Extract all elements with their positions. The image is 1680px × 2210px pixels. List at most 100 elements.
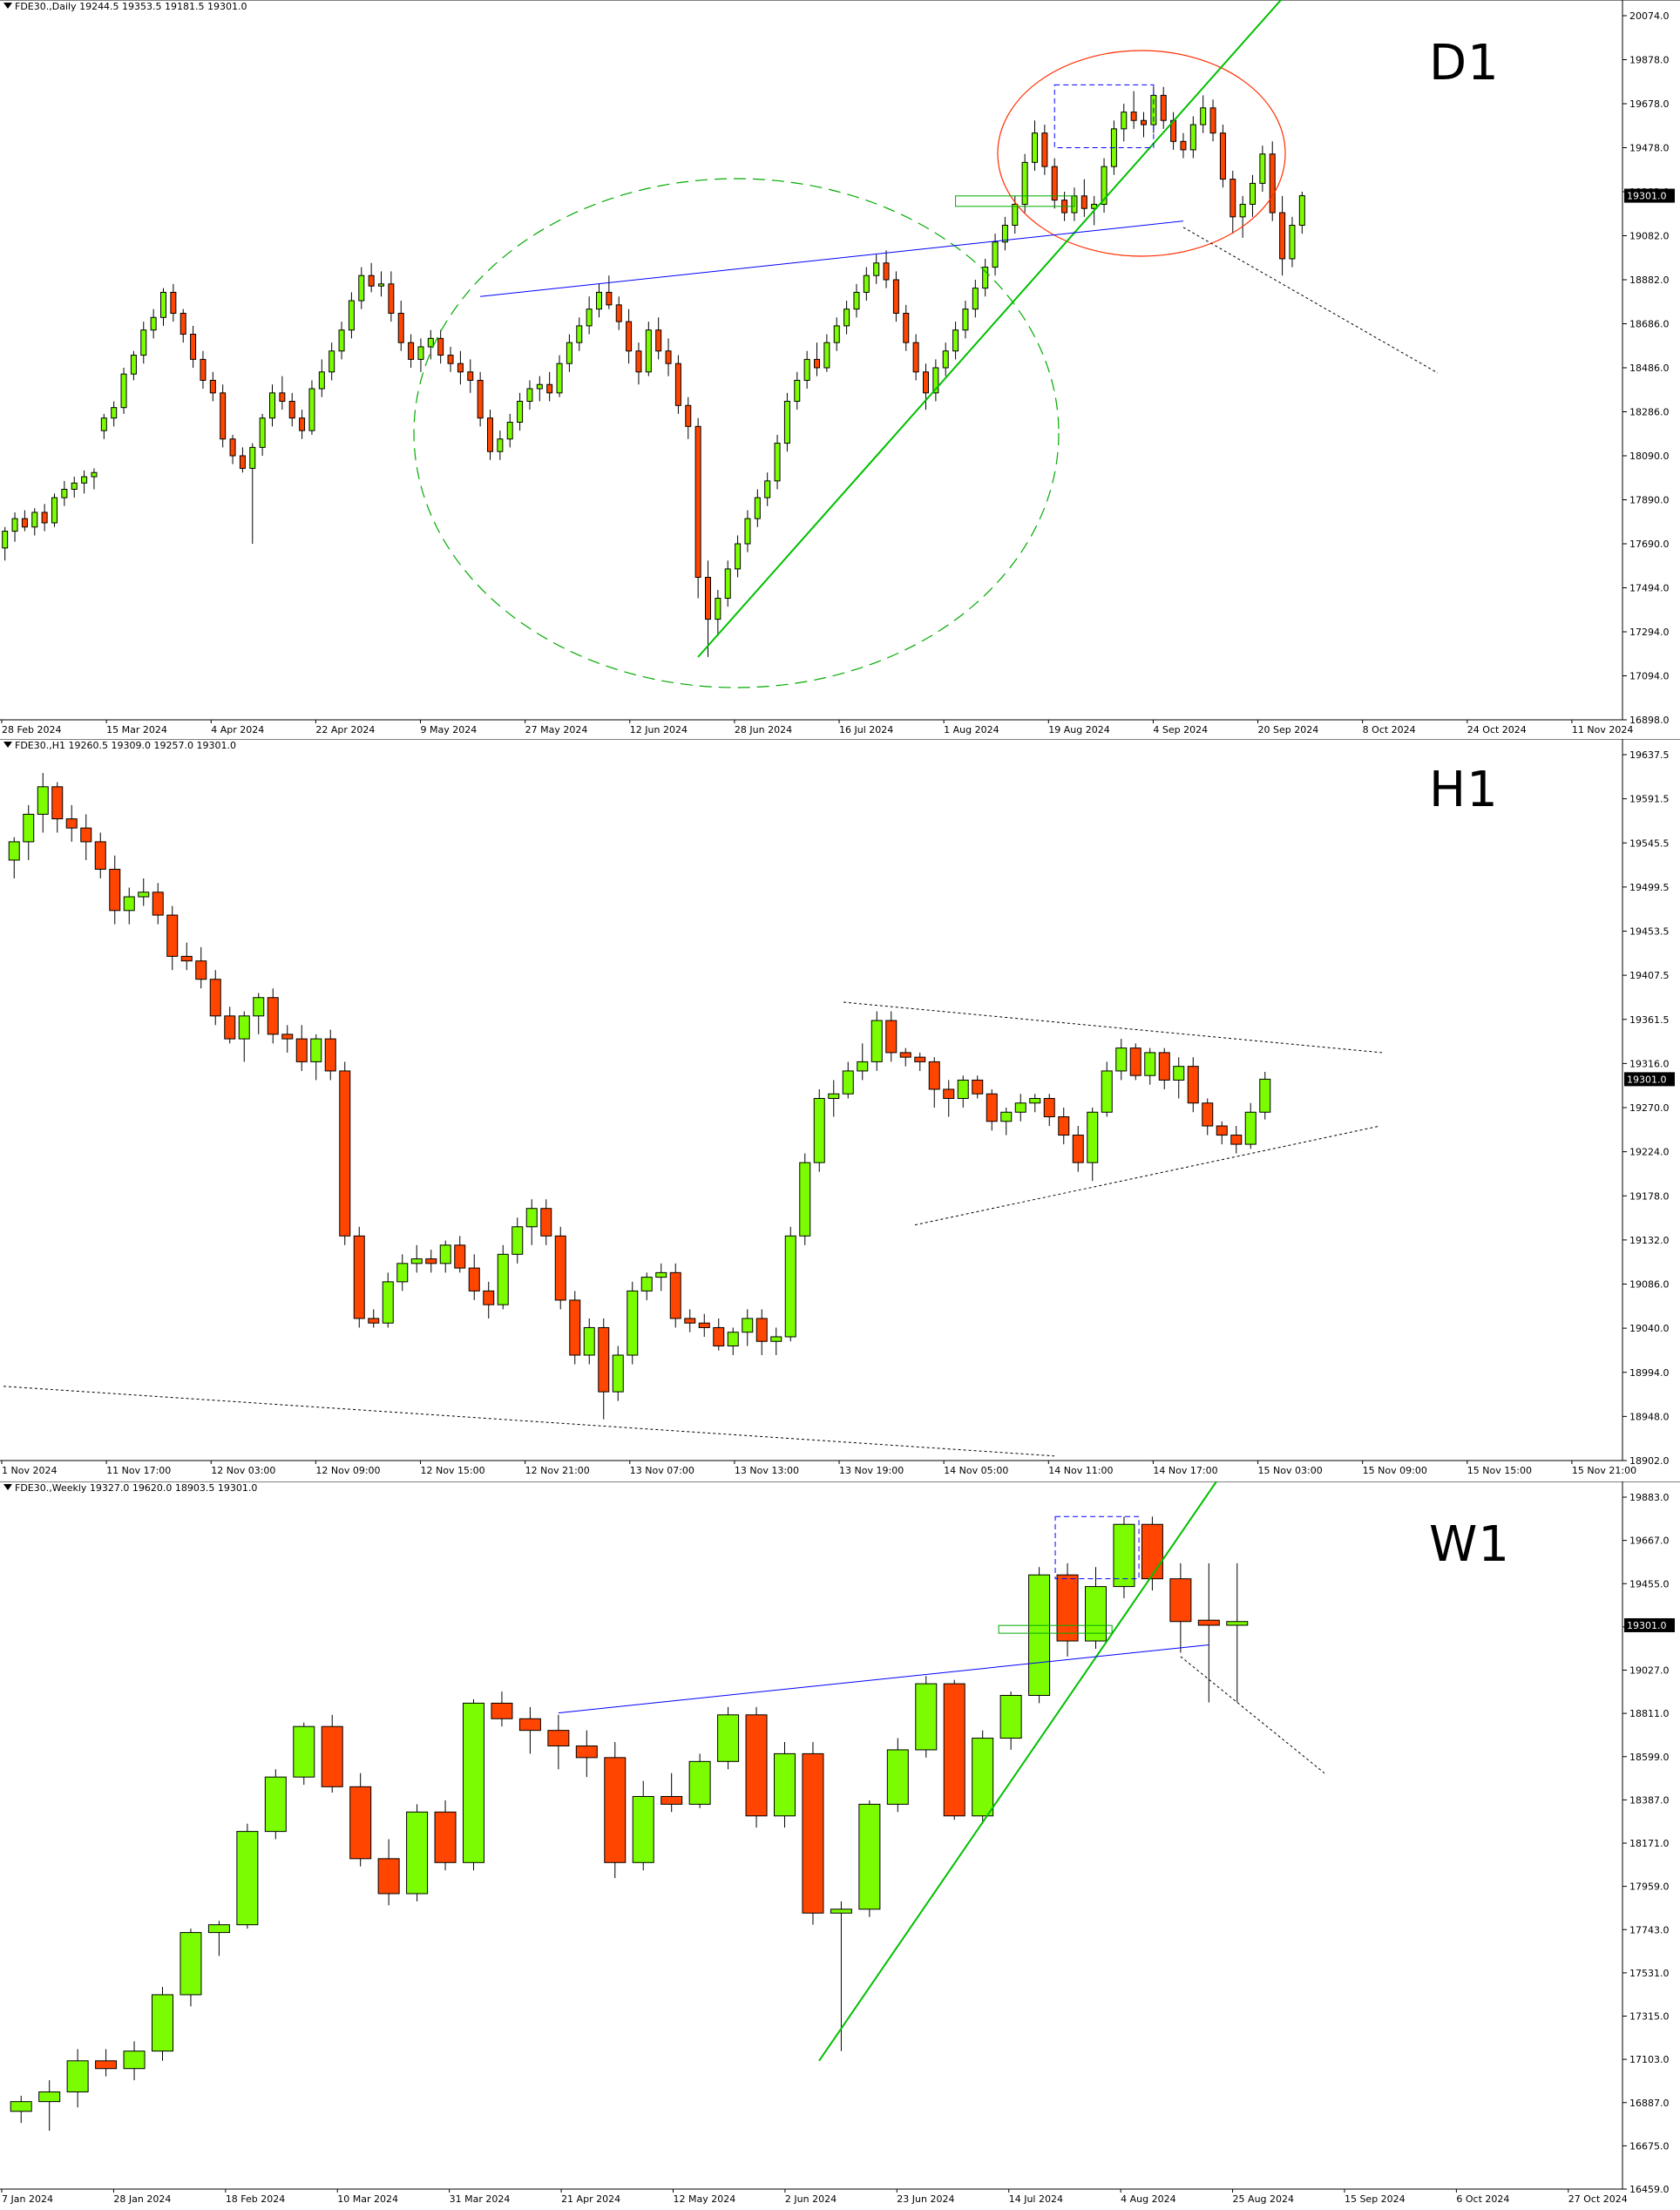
bull-candle [130,355,137,375]
x-tick-label: 7 Jan 2024 [2,2193,53,2205]
bull-candle [655,1271,667,1278]
x-tick-label: 15 Nov 21:00 [1572,1465,1636,1476]
x-tick-label: 11 Nov 17:00 [106,1465,171,1476]
y-tick-label: 19027.0 [1629,1665,1670,1677]
y-tick-label: 17690.0 [1629,539,1670,550]
bull-candle [310,1038,322,1062]
bull-candle [1259,1078,1271,1113]
daily-chart-svg[interactable]: 20074.019878.019678.019478.019282.019082… [0,0,1680,739]
bull-candle [627,1290,639,1356]
y-tick-label: 16887.0 [1629,2098,1670,2109]
bull-candle [525,1208,538,1228]
bull-candle [962,308,969,331]
y-tick-label: 17315.0 [1629,2011,1670,2023]
bear-candle [220,392,227,440]
y-tick-label: 18994.0 [1629,1367,1670,1379]
hourly-chart-svg[interactable]: 19637.5 19591.5 19545.5 19499.5 19453.5 19407… [0,739,1680,1481]
bull-candle [724,568,731,600]
bear-candle [814,358,820,369]
bear-candle [447,355,454,364]
bear-candle [229,438,236,457]
x-tick-label: 14 Nov 17:00 [1153,1465,1217,1476]
resistance-line [558,1644,1209,1714]
bear-candle [51,786,64,820]
daily-chart-panel[interactable]: 20074.019878.019678.019478.019282.019082… [0,0,1680,739]
bull-candle [566,342,572,364]
bull-candle [952,329,959,352]
bear-candle [885,1020,898,1054]
bear-candle [324,1038,336,1072]
weekly-chart-panel[interactable]: 19883.019667.019455.019239.019027.018811… [0,1481,1680,2210]
dashed-ellipse-zone [413,178,1060,688]
y-tick-label: 19883.0 [1629,1492,1670,1503]
x-tick-label: 14 Nov 05:00 [944,1465,1008,1476]
bull-candle [1001,224,1008,243]
bull-candle [358,275,365,302]
bull-candle [828,1093,840,1099]
bear-candle [195,960,207,980]
bull-candle [1250,182,1256,205]
bull-candle [1298,195,1305,226]
bear-candle [295,1038,308,1062]
y-tick-label: 19407.5 [1629,970,1670,981]
bear-candle [1043,1097,1055,1118]
y-tick-label: 19455.0 [1629,1578,1670,1590]
bear-candle [943,1683,965,1817]
y-tick-label: 17531.0 [1629,1968,1670,1979]
bull-candle [38,2091,61,2103]
bear-candle [1230,1135,1243,1145]
bear-candle [80,827,92,843]
bull-candle [823,342,830,369]
bull-candle [873,262,880,276]
bear-candle [1130,112,1137,121]
bear-candle [713,1326,725,1347]
uptrend-line [697,0,1282,658]
bull-candle [1028,1574,1051,1696]
bull-candle [259,417,266,448]
x-tick-label: 15 Nov 09:00 [1363,1465,1427,1476]
bull-candle [932,367,939,394]
bull-candle [645,329,652,373]
bear-candle [1056,1574,1079,1642]
x-tick-label: 20 Sep 2024 [1258,724,1319,736]
bull-candle [2,531,9,549]
bull-candle [439,1244,451,1264]
bull-candle [180,1932,202,1996]
x-tick-label: 16 Jul 2024 [839,724,893,736]
y-tick-label: 17959.0 [1629,1881,1670,1893]
bear-candle [1197,1619,1220,1626]
bull-candle [1173,1066,1185,1081]
bull-candle [774,443,781,482]
collapse-triangle-icon[interactable] [3,3,12,9]
hourly-timeframe-tag: H1 [1429,762,1499,818]
bull-candle [886,1749,909,1805]
bull-candle [497,1253,509,1305]
collapse-triangle-icon[interactable] [3,742,12,748]
current-price-box [1624,188,1675,203]
bear-candle [224,1015,236,1040]
bull-candle [150,316,157,331]
weekly-chart-svg[interactable]: 19883.019667.019455.019239.019027.018811… [0,1481,1680,2210]
y-tick-label: 16675.0 [1629,2140,1670,2152]
x-tick-label: 27 May 2024 [525,724,588,736]
x-tick-label: 23 Jun 2024 [897,2193,954,2205]
y-tick-label: 19086.0 [1629,1279,1670,1291]
bear-candle [745,1714,768,1817]
collapse-triangle-icon[interactable] [3,1484,12,1490]
bear-candle [388,283,395,314]
x-tick-label: 4 Aug 2024 [1121,2193,1175,2205]
hourly-chart-panel[interactable]: 19637.5 19591.5 19545.5 19499.5 19453.5 19407… [0,739,1680,1481]
x-tick-label: 12 Jun 2024 [630,724,688,736]
current-price-label: 19301.0 [1627,191,1667,202]
bull-candle [378,283,384,287]
bear-candle [604,1757,627,1863]
x-tick-label: 14 Nov 11:00 [1048,1465,1113,1476]
bull-candle [744,518,751,545]
bull-candle [915,1683,938,1751]
y-tick-label: 19678.0 [1629,98,1670,110]
top-range-box [1053,84,1155,148]
bear-candle [899,1052,911,1058]
hourly-header-text: FDE30.,H1 19260.5 19309.0 19257.0 19301.… [15,740,236,751]
x-tick-label: 19 Aug 2024 [1048,724,1109,736]
x-tick-label: 12 Nov 21:00 [525,1465,590,1476]
